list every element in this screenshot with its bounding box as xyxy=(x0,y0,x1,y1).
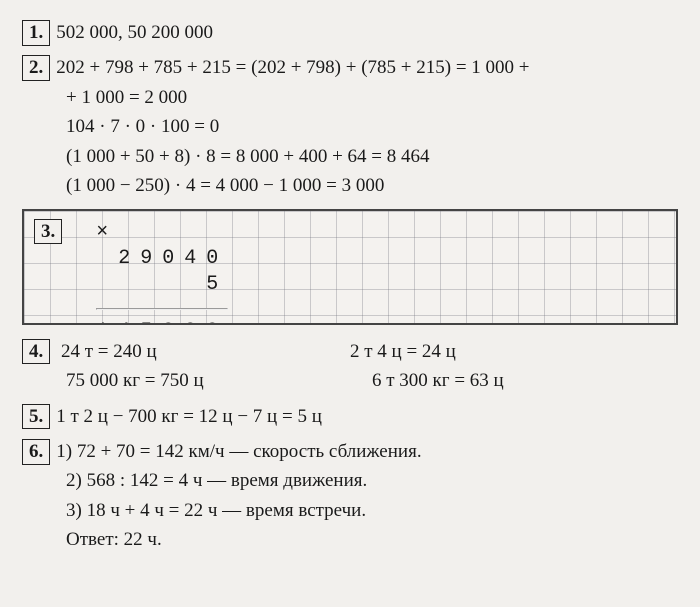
item-4-b2: 6 т 300 кг = 63 ц xyxy=(372,366,678,395)
item-2-l2: + 1 000 = 2 000 xyxy=(66,83,678,112)
mult-top: 29040 xyxy=(96,246,228,272)
item-6-l2: 2) 568 : 142 = 4 ч — время движения. xyxy=(66,466,678,495)
item-2: 2. 202 + 798 + 785 + 215 = (202 + 798) + … xyxy=(22,53,678,200)
item-6-line1: 6. 1) 72 + 70 = 142 км/ч — скорость сближ… xyxy=(22,437,678,466)
item-number-4: 4. xyxy=(22,339,50,365)
item-number-6: 6. xyxy=(22,439,50,465)
item-3-grid-box: 3. × 29040 5 145200 xyxy=(22,209,678,325)
item-number-1: 1. xyxy=(22,20,50,46)
item-2-l4: (1 000 + 50 + 8) · 8 = 8 000 + 400 + 64 … xyxy=(66,142,678,171)
item-6-l4: Ответ: 22 ч. xyxy=(66,525,678,554)
item-6-l3: 3) 18 ч + 4 ч = 22 ч — время встречи. xyxy=(66,496,678,525)
worksheet-page: 1. 502 000, 50 200 000 2. 202 + 798 + 785 … xyxy=(0,0,700,579)
item-number-5: 5. xyxy=(22,404,50,430)
item-number-3: 3. xyxy=(34,219,62,245)
item-number-2: 2. xyxy=(22,55,50,81)
item-4-b1: 2 т 4 ц = 24 ц xyxy=(350,337,678,366)
item-6: 6. 1) 72 + 70 = 142 км/ч — скорость сближ… xyxy=(22,437,678,555)
mult-result: 145200 xyxy=(96,319,228,325)
item-3-content: 3. × 29040 5 145200 xyxy=(34,217,228,325)
item-1: 1. 502 000, 50 200 000 xyxy=(22,18,678,47)
item-2-l5: (1 000 − 250) · 4 = 4 000 − 1 000 = 3 00… xyxy=(66,171,678,200)
item-2-l3: 104 · 7 · 0 · 100 = 0 xyxy=(66,112,678,141)
item-4-a2: 75 000 кг = 750 ц xyxy=(66,366,372,395)
item-4: 4. 24 т = 240 ц 2 т 4 ц = 24 ц 75 000 кг… xyxy=(22,337,678,396)
mult-sign: × xyxy=(96,221,118,244)
item-4-a1: 24 т = 240 ц xyxy=(61,341,157,362)
item-6-l1: 1) 72 + 70 = 142 км/ч — скорость сближен… xyxy=(56,441,421,462)
item-2-line1: 2. 202 + 798 + 785 + 215 = (202 + 798) + … xyxy=(22,53,678,82)
item-2-l1: 202 + 798 + 785 + 215 = (202 + 798) + (7… xyxy=(56,57,529,78)
multiplication-block: × 29040 5 145200 xyxy=(82,217,228,325)
mult-rule xyxy=(96,308,228,310)
mult-factor: 5 xyxy=(96,272,228,298)
item-1-text: 502 000, 50 200 000 xyxy=(56,22,213,43)
item-5: 5. 1 т 2 ц − 700 кг = 12 ц − 7 ц = 5 ц xyxy=(22,402,678,431)
item-4-col-a: 4. 24 т = 240 ц xyxy=(22,337,350,366)
item-5-text: 1 т 2 ц − 700 кг = 12 ц − 7 ц = 5 ц xyxy=(56,406,322,427)
